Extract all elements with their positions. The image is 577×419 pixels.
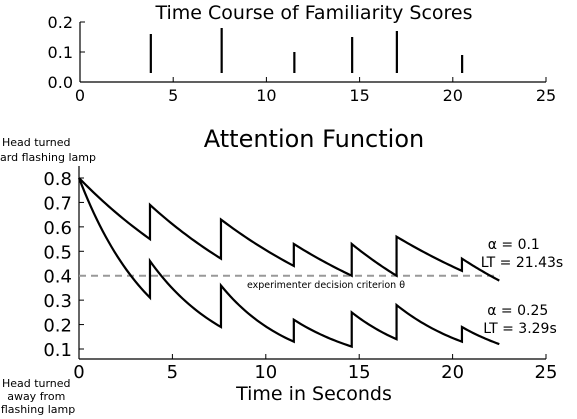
series-2-line — [77, 177, 500, 349]
attention-y-tick-label: 0.2 — [43, 316, 72, 337]
attention-x-tick-label: 20 — [441, 362, 464, 383]
top-annotation: Head turned toward flashing lamp — [0, 136, 96, 164]
familiarity-chart: Time Course of Familiarity Scores 0.0 0.1… — [48, 2, 557, 105]
series-2-label: α = 0.25 LT = 3.29s — [483, 303, 557, 337]
series-1-label: α = 0.1 LT = 21.43s — [481, 237, 563, 271]
familiarity-y-tick-label: 0.2 — [48, 13, 73, 32]
familiarity-x-tick-label: 20 — [443, 86, 463, 105]
attention-x-tick-label: 15 — [348, 362, 371, 383]
attention-x-tick-label: 10 — [254, 362, 277, 383]
attention-y-tick-label: 0.4 — [43, 267, 72, 288]
attention-y-tick-label: 0.3 — [43, 291, 72, 312]
attention-y-tick-label: 0.5 — [43, 242, 72, 263]
familiarity-x-tick-label: 0 — [75, 86, 85, 105]
familiarity-x-tick-label: 10 — [256, 86, 276, 105]
familiarity-x-tick-label: 5 — [168, 86, 178, 105]
x-axis-label: Time in Seconds — [235, 383, 392, 405]
familiarity-y-tick-label: 0.0 — [48, 73, 73, 92]
series-1-line — [78, 177, 500, 282]
attention-chart-title: Attention Function — [204, 125, 424, 153]
attention-x-tick-label: 0 — [73, 362, 84, 383]
criterion-label: experimenter decision criterion θ — [247, 280, 405, 291]
attention-y-tick-label: 0.1 — [43, 340, 72, 361]
familiarity-chart-title: Time Course of Familiarity Scores — [154, 2, 472, 24]
attention-y-tick-label: 0.6 — [43, 218, 72, 239]
familiarity-x-tick-label: 25 — [536, 86, 556, 105]
familiarity-x-tick-label: 15 — [349, 86, 369, 105]
attention-y-tick-label: 0.8 — [43, 169, 72, 190]
attention-x-tick-label: 5 — [167, 362, 178, 383]
attention-y-tick-label: 0.7 — [43, 193, 72, 214]
attention-x-tick-label: 25 — [535, 362, 558, 383]
familiarity-y-tick-label: 0.1 — [48, 43, 73, 62]
attention-chart: Attention Function Head turned toward fl… — [0, 125, 563, 416]
bottom-annotation: Head turned away from flashing lamp — [1, 377, 75, 416]
